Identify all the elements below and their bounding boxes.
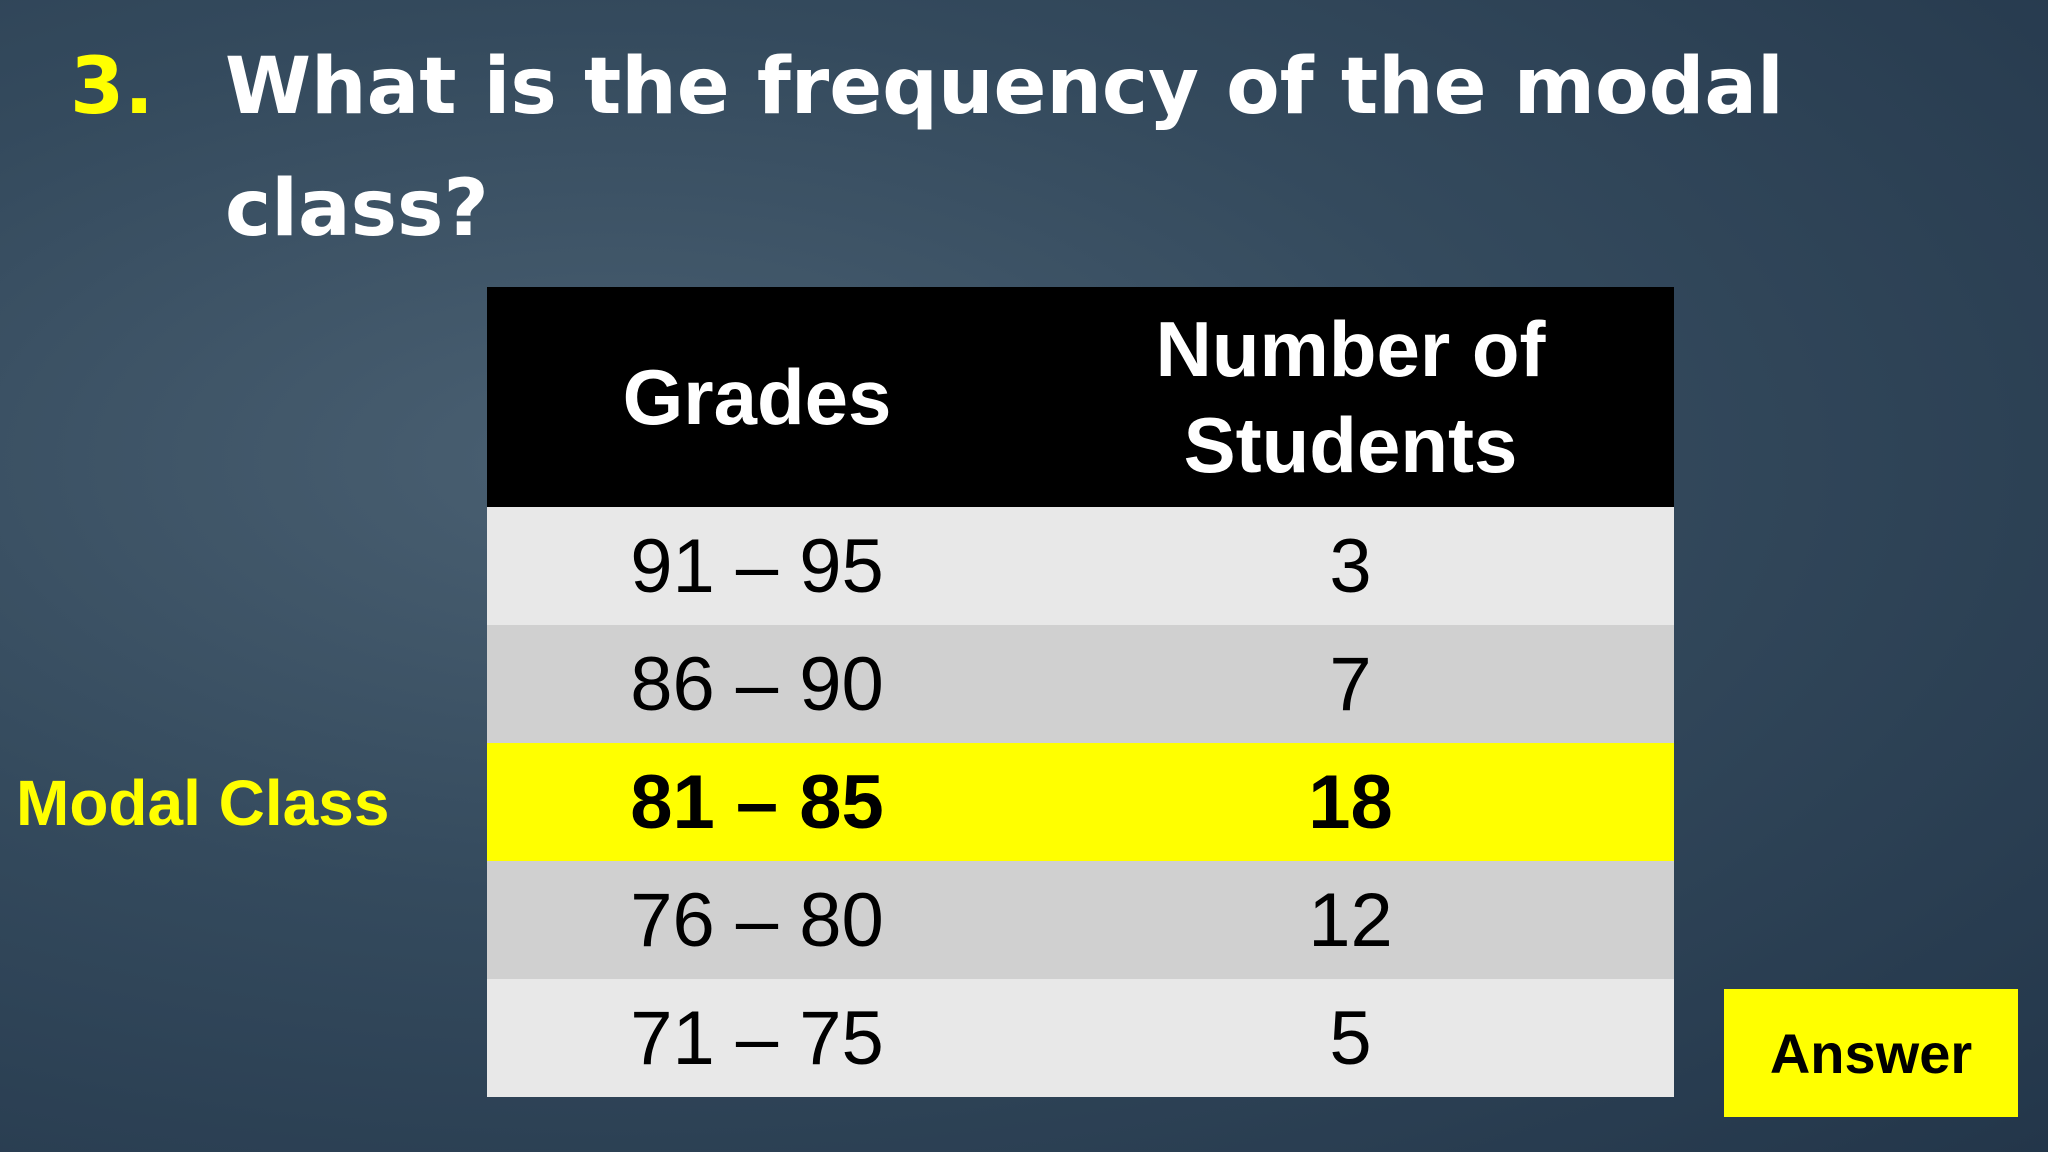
table-cell: 81 – 85 xyxy=(630,759,884,845)
modal-label: Modal Class xyxy=(16,767,390,839)
table-cell: 18 xyxy=(1308,759,1393,845)
answer-button[interactable]: Answer xyxy=(1724,989,2018,1117)
question-text: class? xyxy=(225,164,489,254)
table-row: 76 – 80 12 xyxy=(487,861,1674,979)
table-cell: 3 xyxy=(1329,523,1372,609)
table-row: 86 – 90 7 xyxy=(487,625,1674,743)
table-row: 91 – 95 3 xyxy=(487,507,1674,625)
header-cell: Number of Students xyxy=(1155,305,1546,489)
table-cell: 7 xyxy=(1329,641,1372,727)
question-text: What is the frequency of the modal xyxy=(225,42,1784,132)
header-cell: Grades xyxy=(622,353,892,441)
table-cell: 12 xyxy=(1308,877,1393,963)
table-cell: 5 xyxy=(1329,995,1372,1081)
table-row: 71 – 75 5 xyxy=(487,979,1674,1097)
table-cell: 86 – 90 xyxy=(630,641,884,727)
table-row: 81 – 85 18 xyxy=(487,743,1674,861)
table-cell: 91 – 95 xyxy=(630,523,884,609)
table-header: Grades Number of Students xyxy=(487,287,1674,507)
question-number: 3. xyxy=(70,42,154,132)
frequency-table: Grades Number of Students 91 – 95 3 86 – 90 7… xyxy=(487,287,1674,1097)
table-cell: 71 – 75 xyxy=(630,995,884,1081)
table-cell: 76 – 80 xyxy=(630,877,884,963)
